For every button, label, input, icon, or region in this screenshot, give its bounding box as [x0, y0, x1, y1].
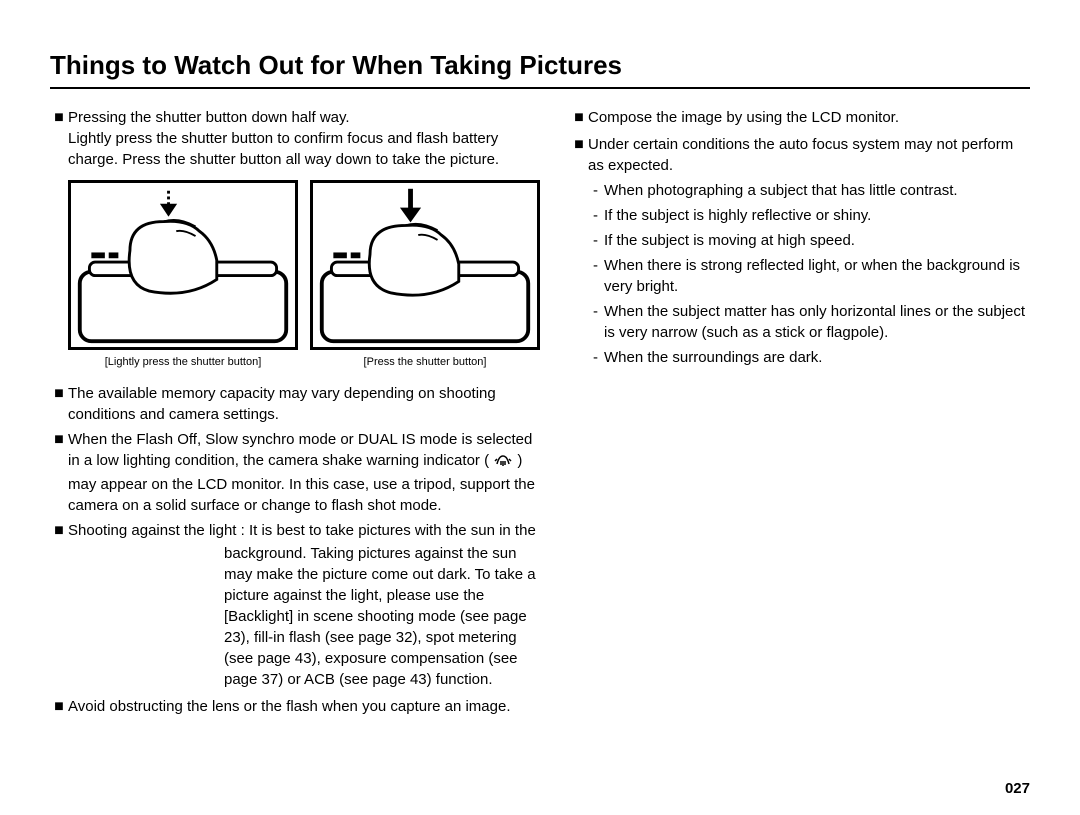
sub-item: - When there is strong reflected light, … — [570, 255, 1030, 297]
figures-row — [68, 180, 540, 350]
sub-item: - If the subject is moving at high speed… — [570, 230, 1030, 251]
dash-icon: - — [570, 255, 604, 276]
figure-full-press — [310, 180, 540, 350]
sub-text: When there is strong reflected light, or… — [604, 255, 1030, 297]
manual-page: Things to Watch Out for When Taking Pict… — [0, 0, 1080, 815]
bullet-text: When the Flash Off, Slow synchro mode or… — [68, 429, 540, 516]
dash-icon: - — [570, 205, 604, 226]
bullet-text: Compose the image by using the LCD monit… — [588, 107, 1030, 128]
two-column-layout: ■ Pressing the shutter button down half … — [50, 107, 1030, 722]
dash-icon: - — [570, 301, 604, 322]
figure-half-press — [68, 180, 298, 350]
camera-half-press-illustration — [71, 183, 295, 347]
bullet-text: Avoid obstructing the lens or the flash … — [68, 696, 540, 717]
bullet-item: ■ When the Flash Off, Slow synchro mode … — [50, 429, 540, 516]
figure-caption: [Press the shutter button] — [310, 356, 540, 369]
bullet-text: Under certain conditions the auto focus … — [588, 134, 1030, 176]
sub-item: - When photographing a subject that has … — [570, 180, 1030, 201]
text-segment: indicator ( — [423, 452, 489, 469]
bullet-item: ■ Under certain conditions the auto focu… — [570, 134, 1030, 176]
camera-shake-icon — [493, 452, 513, 474]
bullet-icon: ■ — [570, 107, 588, 129]
page-number: 027 — [1005, 780, 1030, 797]
bullet-icon: ■ — [50, 696, 68, 718]
dash-icon: - — [570, 230, 604, 251]
camera-full-press-illustration — [313, 183, 537, 347]
sub-text: When the surroundings are dark. — [604, 347, 1030, 368]
bullet-icon: ■ — [50, 107, 68, 129]
bullet-item: ■ Avoid obstructing the lens or the flas… — [50, 696, 540, 718]
figure-captions: [Lightly press the shutter button] [Pres… — [68, 356, 540, 369]
left-column: ■ Pressing the shutter button down half … — [50, 107, 540, 722]
bullet-item: ■ Pressing the shutter button down half … — [50, 107, 540, 170]
sub-text: When the subject matter has only horizon… — [604, 301, 1030, 343]
hanging-continuation: background. Taking pictures against the … — [50, 543, 540, 690]
figure-caption: [Lightly press the shutter button] — [68, 356, 298, 369]
bullet-item: ■ Shooting against the light : It is bes… — [50, 520, 540, 542]
sub-text: If the subject is highly reflective or s… — [604, 205, 1030, 226]
bullet-text: Shooting against the light : It is best … — [68, 520, 540, 541]
title-rule — [50, 87, 1030, 89]
text-segment: It is best to take pictures with the sun… — [249, 522, 536, 539]
bullet-text: The available memory capacity may vary d… — [68, 383, 540, 425]
bullet-icon: ■ — [50, 383, 68, 405]
right-column: ■ Compose the image by using the LCD mon… — [570, 107, 1030, 722]
dash-icon: - — [570, 180, 604, 201]
bullet-item: ■ Compose the image by using the LCD mon… — [570, 107, 1030, 129]
page-title: Things to Watch Out for When Taking Pict… — [50, 50, 1030, 81]
text-lead: Shooting against the light : — [68, 522, 249, 539]
bullet-icon: ■ — [570, 134, 588, 156]
bullet-icon: ■ — [50, 520, 68, 542]
text-line: Lightly press the shutter button to conf… — [68, 130, 499, 168]
text-line: Pressing the shutter button down half wa… — [68, 109, 350, 126]
sub-text: When photographing a subject that has li… — [604, 180, 1030, 201]
bullet-text: Pressing the shutter button down half wa… — [68, 107, 540, 170]
bullet-item: ■ The available memory capacity may vary… — [50, 383, 540, 425]
sub-text: If the subject is moving at high speed. — [604, 230, 1030, 251]
sub-item: - When the surroundings are dark. — [570, 347, 1030, 368]
sub-item: - If the subject is highly reflective or… — [570, 205, 1030, 226]
bullet-icon: ■ — [50, 429, 68, 451]
dash-icon: - — [570, 347, 604, 368]
sub-item: - When the subject matter has only horiz… — [570, 301, 1030, 343]
